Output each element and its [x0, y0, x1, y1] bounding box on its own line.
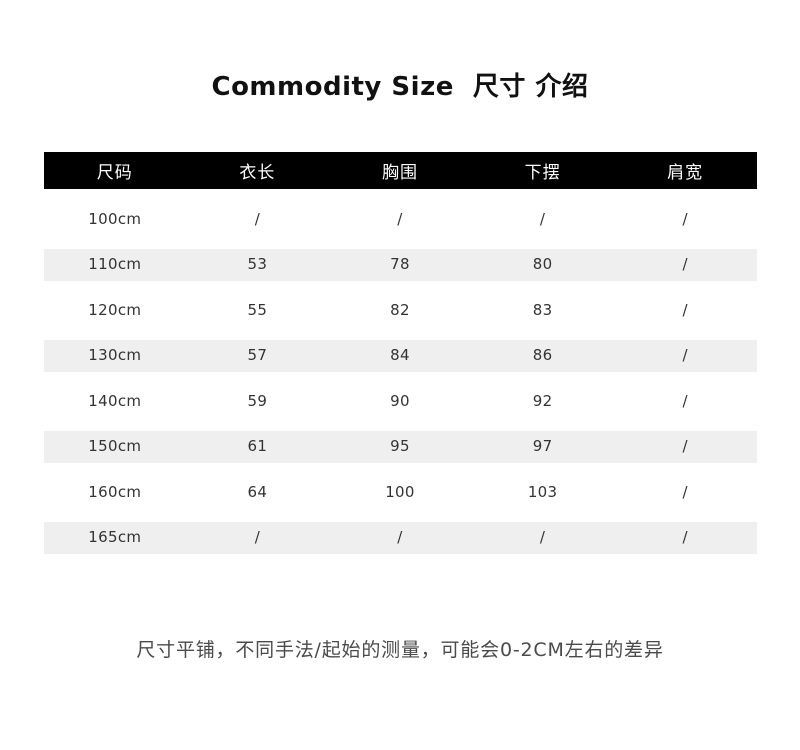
hem-cell: 97 [532, 437, 553, 456]
shoulder-cell: / [682, 391, 688, 410]
shoulder-cell: / [682, 437, 688, 456]
bust-cell: 84 [390, 346, 410, 365]
size-cell: 100cm [88, 209, 142, 228]
bust-cell: 95 [390, 437, 410, 456]
length-cell: 61 [247, 437, 268, 456]
size-cell: 150cm [88, 437, 142, 456]
length-cell: 59 [247, 391, 268, 410]
table-row: 160cm 64 100 103 / [44, 469, 757, 515]
size-cell: 130cm [88, 346, 142, 365]
bust-cell: 78 [390, 255, 410, 274]
length-cell: / [254, 528, 261, 547]
length-cell: 64 [247, 482, 268, 501]
shoulder-cell: / [682, 528, 688, 547]
table-row: 130cm 57 84 86 / [43, 332, 757, 378]
bust-cell: 100 [385, 482, 415, 501]
shoulder-cell: / [682, 482, 688, 501]
length-cell: 55 [247, 300, 268, 319]
table-row: 110cm 53 78 80 / [43, 241, 757, 287]
bust-cell: / [397, 209, 403, 228]
table-header-row: 尺码 衣长 胸围 下摆 肩宽 [43, 152, 757, 189]
table-row: 165cm / / / / [43, 514, 757, 560]
bust-cell: 82 [390, 300, 410, 319]
hem-cell: / [539, 528, 546, 547]
hem-cell: 80 [532, 255, 553, 274]
column-header-hem: 下摆 [524, 163, 561, 183]
size-cell: 165cm [88, 528, 142, 547]
table-row: 150cm 61 95 97 / [43, 423, 757, 469]
length-cell: / [254, 209, 261, 228]
page-title: Commodity Size 尺寸 介绍 [211, 72, 589, 102]
hem-cell: 86 [532, 346, 553, 365]
table-row: 100cm / / / / [44, 196, 757, 242]
size-cell: 160cm [88, 482, 142, 501]
hem-cell: 103 [527, 482, 558, 501]
size-cell: 110cm [88, 255, 142, 274]
shoulder-cell: / [682, 300, 688, 319]
length-cell: 57 [247, 346, 268, 365]
measurement-note: 尺寸平铺，不同手法/起始的测量，可能会0-2CM左右的差异 [136, 639, 664, 661]
shoulder-cell: / [682, 346, 688, 365]
hem-cell: 83 [532, 300, 553, 319]
table-row: 120cm 55 82 83 / [44, 287, 757, 333]
bust-cell: 90 [390, 391, 410, 410]
size-cell: 120cm [88, 300, 142, 319]
column-header-shoulder: 肩宽 [667, 163, 704, 183]
length-cell: 53 [247, 255, 268, 274]
size-table: 尺码 衣长 胸围 下摆 肩宽 100cm / / / / 110cm 53 78… [43, 152, 757, 560]
shoulder-cell: / [682, 255, 688, 274]
hem-cell: / [539, 209, 546, 228]
size-cell: 140cm [88, 391, 142, 410]
shoulder-cell: / [682, 209, 688, 228]
table-body: 100cm / / / / 110cm 53 78 80 / 120cm 55 … [43, 189, 757, 560]
hem-cell: 92 [532, 391, 553, 410]
column-header-bust: 胸围 [381, 163, 418, 183]
bust-cell: / [397, 528, 403, 547]
column-header-length: 衣长 [239, 163, 276, 183]
table-row: 140cm 59 90 92 / [44, 378, 757, 424]
column-header-size: 尺码 [96, 163, 133, 183]
